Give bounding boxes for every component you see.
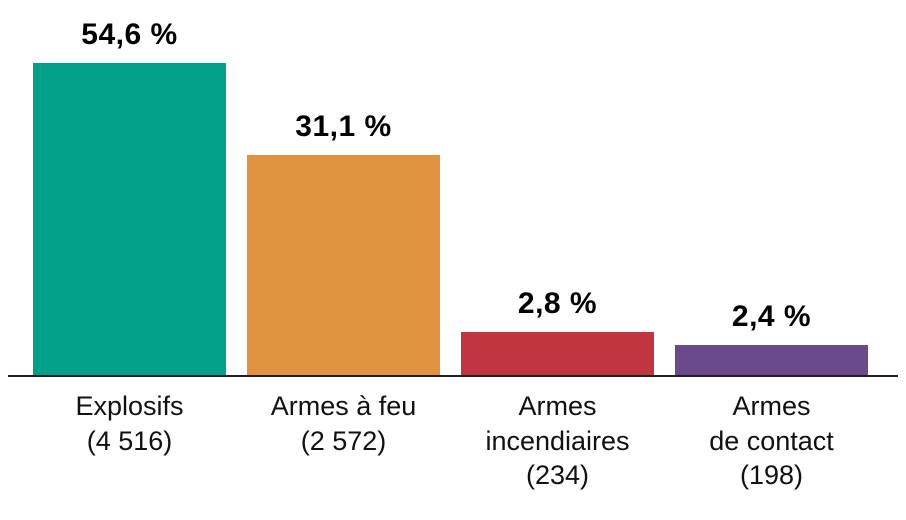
bar-group-armes-incendiaires: 2,8 % xyxy=(461,287,654,375)
category-label-explosifs: Explosifs (4 516) xyxy=(75,391,184,456)
data-label-explosifs: 54,6 % xyxy=(81,18,178,51)
data-label-armes-a-feu: 31,1 % xyxy=(295,110,392,143)
x-axis-line xyxy=(8,375,898,377)
category-label-armes-incendiaires: Armes incendiaires (234) xyxy=(485,391,630,491)
bar-armes-de-contact xyxy=(675,345,868,375)
category-labels-row: Explosifs (4 516) Armes à feu (2 572) Ar… xyxy=(33,389,868,493)
bar-group-armes-a-feu: 31,1 % xyxy=(247,110,440,375)
bar-armes-incendiaires xyxy=(461,332,654,375)
bar-group-armes-de-contact: 2,4 % xyxy=(675,300,868,375)
category-label-armes-de-contact: Armes de contact (198) xyxy=(709,391,834,491)
category-label-armes-a-feu: Armes à feu (2 572) xyxy=(270,391,417,456)
data-label-armes-incendiaires: 2,8 % xyxy=(517,287,598,320)
data-label-armes-de-contact: 2,4 % xyxy=(731,300,812,333)
bar-explosifs xyxy=(33,63,226,375)
bar-armes-a-feu xyxy=(247,155,440,375)
plot-area: 54,6 % 31,1 % 2,8 % 2,4 % xyxy=(33,0,868,375)
bar-group-explosifs: 54,6 % xyxy=(33,18,226,375)
